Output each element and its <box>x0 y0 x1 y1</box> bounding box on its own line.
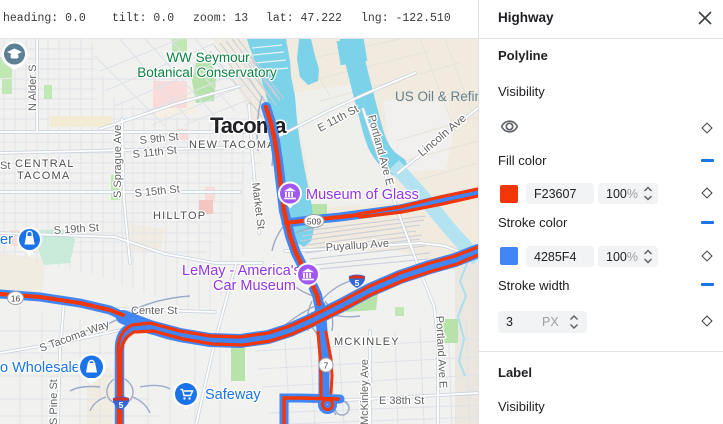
svg-text:16: 16 <box>11 294 21 304</box>
svg-text:McKinley Ave: McKinley Ave <box>359 359 371 424</box>
svg-text:US Oil & Refin: US Oil & Refin <box>395 89 478 104</box>
svg-text:S 11th St: S 11th St <box>132 144 177 161</box>
svg-text:N Alder S: N Alder S <box>27 65 39 111</box>
svg-text:5: 5 <box>119 400 124 410</box>
svg-text:Center St: Center St <box>131 305 177 317</box>
svg-text:S Pine St: S Pine St <box>48 379 60 424</box>
svg-text:5: 5 <box>355 278 360 288</box>
svg-text:LeMay - America's: LeMay - America's <box>182 263 301 279</box>
svg-text:NEW TACOMA: NEW TACOMA <box>189 139 276 151</box>
svg-text:HILLTOP: HILLTOP <box>153 210 206 222</box>
svg-text:WW Seymour: WW Seymour <box>166 50 250 65</box>
svg-text:er: er <box>0 232 13 248</box>
svg-text:S Sprague Ave: S Sprague Ave <box>112 125 124 198</box>
svg-text:E 38th St: E 38th St <box>379 395 424 407</box>
svg-text:Botanical Conservatory: Botanical Conservatory <box>137 65 277 80</box>
svg-text:TACOMA: TACOMA <box>17 170 70 182</box>
svg-text:Car Museum: Car Museum <box>213 278 296 294</box>
svg-text:MCKINLEY: MCKINLEY <box>334 336 400 348</box>
svg-text:Safeway: Safeway <box>205 387 261 403</box>
svg-text:Puyallup Ave: Puyallup Ave <box>325 238 389 254</box>
svg-text:Portland Ave E: Portland Ave E <box>433 316 449 389</box>
svg-text:St: St <box>0 160 10 172</box>
svg-text:7: 7 <box>324 361 329 371</box>
svg-text:Museum of Glass: Museum of Glass <box>306 187 419 203</box>
svg-text:S 19th St: S 19th St <box>53 222 99 237</box>
svg-text:509: 509 <box>307 217 321 227</box>
svg-text:S 9th St: S 9th St <box>139 131 179 147</box>
svg-text:o Wholesale: o Wholesale <box>0 360 80 376</box>
svg-text:CENTRAL: CENTRAL <box>15 158 75 170</box>
